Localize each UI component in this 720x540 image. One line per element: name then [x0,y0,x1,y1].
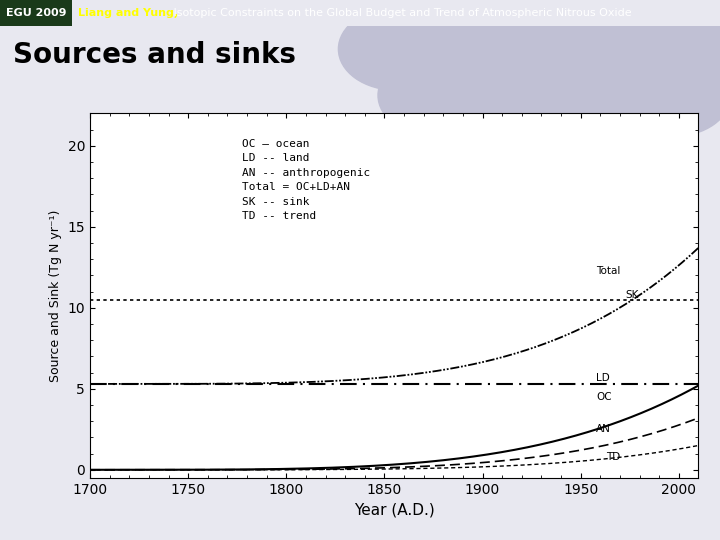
Text: Total: Total [596,266,621,275]
Circle shape [616,54,720,137]
X-axis label: Year (A.D.): Year (A.D.) [354,502,435,517]
Circle shape [576,8,691,90]
Circle shape [655,8,720,90]
Circle shape [457,54,572,137]
Text: AN: AN [596,424,611,434]
Circle shape [418,8,533,90]
Text: Liang and Yung,: Liang and Yung, [78,8,178,18]
Text: TD: TD [606,452,621,462]
Text: SK: SK [626,290,639,300]
Circle shape [497,8,612,90]
Text: OC: OC [596,392,612,402]
Y-axis label: Source and Sink (Tg N yr⁻¹): Source and Sink (Tg N yr⁻¹) [49,210,62,382]
Text: Isotopic Constraints on the Global Budget and Trend of Atmospheric Nitrous Oxide: Isotopic Constraints on the Global Budge… [170,8,631,18]
Bar [0,0,72,26]
Circle shape [378,54,493,137]
Text: Sources and sinks: Sources and sinks [13,42,296,69]
Text: OC – ocean
LD -- land
AN -- anthropogenic
Total = OC+LD+AN
SK -- sink
TD -- tren: OC – ocean LD -- land AN -- anthropogeni… [242,139,370,221]
Text: EGU 2009: EGU 2009 [6,8,66,18]
Circle shape [536,54,652,137]
Circle shape [338,8,454,90]
Text: LD: LD [596,373,610,383]
